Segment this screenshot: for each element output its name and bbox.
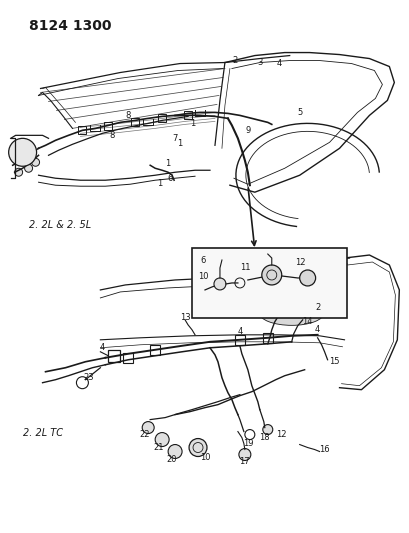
Text: 4: 4 — [237, 327, 242, 336]
Circle shape — [15, 168, 22, 176]
Bar — [150, 345, 160, 355]
Bar — [184, 111, 191, 119]
Circle shape — [31, 158, 39, 166]
Bar — [262, 333, 272, 343]
Text: 18: 18 — [259, 433, 270, 442]
Bar — [78, 126, 86, 134]
Text: 20: 20 — [166, 455, 177, 464]
Text: 17: 17 — [239, 457, 249, 466]
Text: 11: 11 — [239, 263, 250, 272]
Text: 19: 19 — [242, 439, 252, 448]
Text: 5: 5 — [297, 108, 301, 117]
Text: 4: 4 — [314, 325, 319, 334]
Ellipse shape — [276, 285, 296, 297]
Circle shape — [262, 425, 272, 434]
Text: 12: 12 — [276, 430, 286, 439]
Bar — [158, 115, 166, 123]
Text: 8: 8 — [125, 111, 130, 120]
Bar — [191, 248, 346, 318]
Text: 8124 1300: 8124 1300 — [29, 19, 111, 33]
Text: 1: 1 — [165, 159, 170, 168]
Text: 21: 21 — [153, 443, 163, 452]
Circle shape — [168, 445, 182, 458]
Ellipse shape — [258, 301, 323, 325]
Bar — [234, 335, 244, 345]
Text: 23: 23 — [83, 373, 94, 382]
Text: 4: 4 — [276, 59, 282, 68]
Text: 2: 2 — [232, 56, 237, 65]
Text: 9: 9 — [245, 126, 250, 135]
Text: 14: 14 — [302, 317, 312, 326]
Text: 1: 1 — [177, 139, 182, 148]
Text: 4: 4 — [99, 343, 105, 352]
Text: 6: 6 — [167, 174, 172, 183]
Circle shape — [213, 278, 225, 290]
Text: 12: 12 — [294, 258, 304, 267]
Text: 2. 2L TC: 2. 2L TC — [22, 427, 63, 438]
Bar — [108, 350, 120, 362]
Text: 1: 1 — [190, 119, 195, 128]
Circle shape — [25, 164, 32, 172]
Text: 2: 2 — [314, 303, 319, 312]
Text: 8: 8 — [109, 131, 115, 140]
Text: 16: 16 — [319, 445, 329, 454]
Ellipse shape — [254, 287, 328, 322]
Circle shape — [261, 265, 281, 285]
Bar — [131, 118, 139, 126]
Circle shape — [155, 433, 169, 447]
Text: 10: 10 — [198, 272, 208, 281]
Circle shape — [238, 449, 250, 461]
Bar — [104, 123, 112, 131]
Text: 2. 2L & 2. 5L: 2. 2L & 2. 5L — [29, 220, 90, 230]
Circle shape — [299, 270, 315, 286]
Text: 22: 22 — [139, 430, 149, 439]
Text: 15: 15 — [328, 357, 339, 366]
Text: 13: 13 — [179, 313, 190, 322]
Text: 6: 6 — [200, 256, 205, 265]
Circle shape — [9, 139, 36, 166]
Text: 10: 10 — [199, 453, 210, 462]
Text: 7: 7 — [172, 134, 178, 143]
Bar — [123, 353, 133, 363]
Text: 3: 3 — [256, 58, 262, 67]
Text: 1: 1 — [157, 179, 162, 188]
Circle shape — [142, 422, 154, 433]
Circle shape — [189, 439, 207, 456]
